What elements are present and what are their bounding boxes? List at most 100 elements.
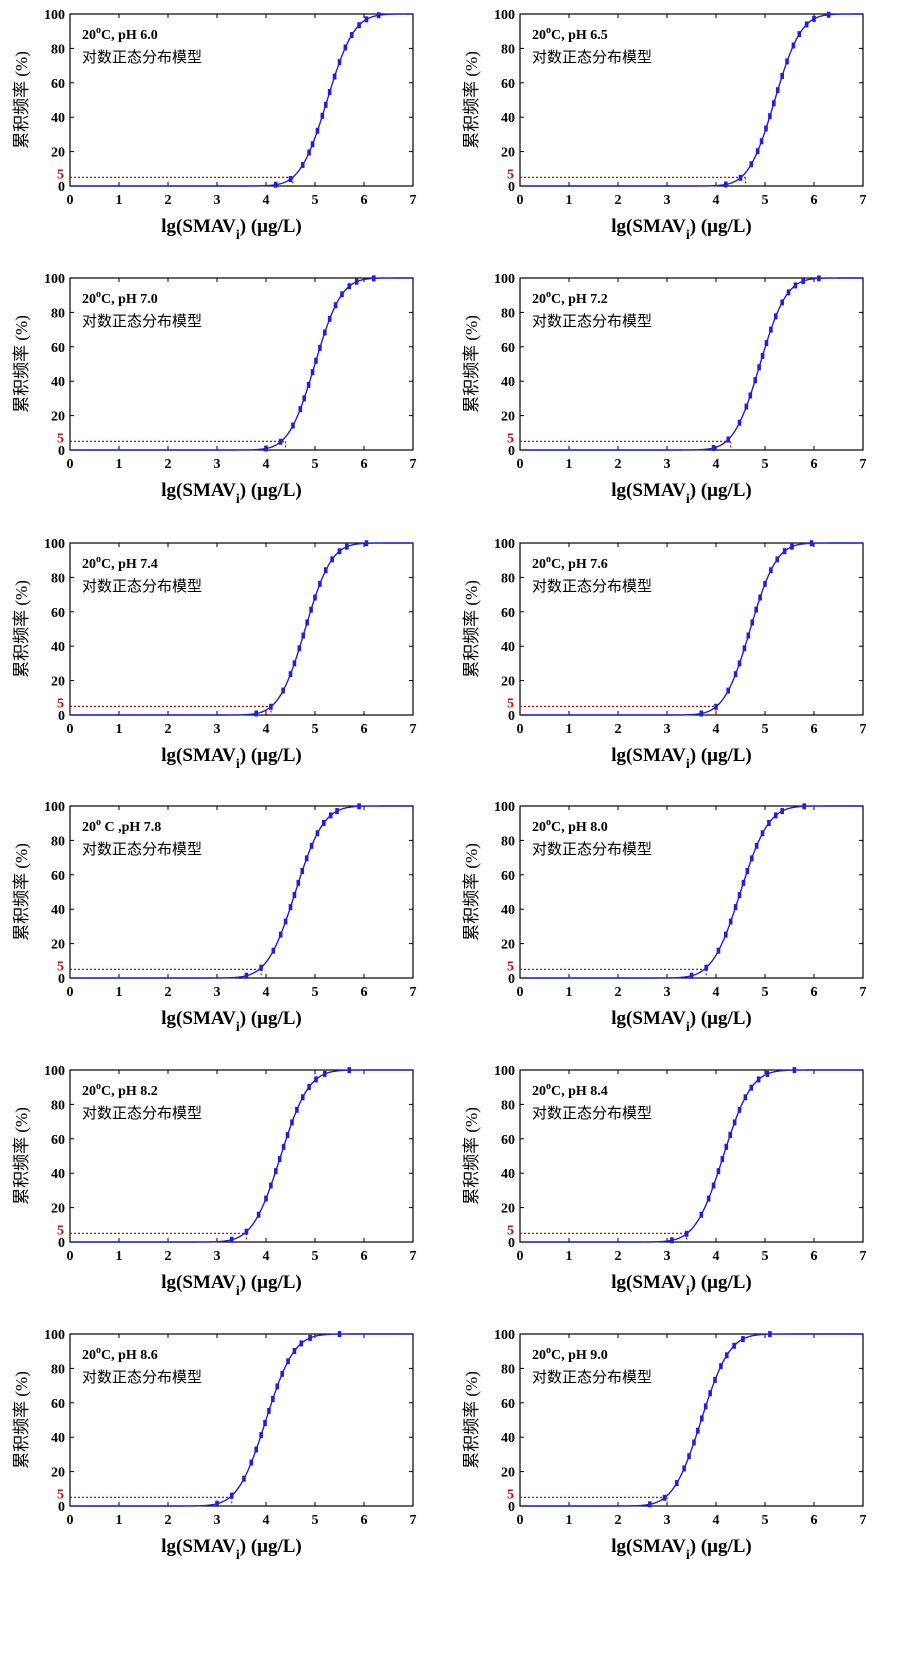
y-tick-label: 100 [494, 1064, 515, 1079]
data-point [760, 830, 765, 837]
data-point [791, 42, 796, 49]
y-tick-label: 0 [508, 180, 515, 195]
data-point [759, 138, 764, 145]
hc5-label: 5 [507, 1487, 514, 1502]
hc5-label: 5 [57, 167, 64, 182]
data-point [280, 1370, 284, 1377]
data-point [775, 87, 780, 94]
data-point [763, 580, 767, 587]
annotation-model: 对数正态分布模型 [82, 841, 202, 858]
x-tick-label: 0 [67, 457, 74, 472]
data-point [278, 931, 283, 938]
x-tick-label: 3 [214, 985, 221, 1000]
data-point [699, 1211, 704, 1218]
data-point [746, 632, 751, 639]
data-point [264, 1195, 268, 1202]
x-tick-label: 1 [566, 722, 573, 737]
plot-frame [69, 1069, 414, 1243]
y-tick-label: 40 [501, 1431, 515, 1446]
chart-panel: 0 1 2 3 4 5 6 7 0 20 40 60 80 100 5 20oC, pH 6.5 对数正态分布模… [462, 8, 867, 243]
data-point [295, 1106, 299, 1113]
y-tick-label: 100 [494, 800, 515, 815]
data-point [744, 403, 749, 410]
data-point [300, 1094, 305, 1101]
data-point [229, 1236, 234, 1243]
data-point [753, 377, 757, 384]
data-point [264, 445, 268, 452]
hc5-label: 5 [507, 959, 514, 974]
x-tick-label: 4 [263, 457, 270, 472]
chart-panel: 0 1 2 3 4 5 6 7 0 20 40 60 80 100 5 20oC, pH 8.4 对数正态分布模… [462, 1064, 867, 1299]
x-tick-label: 6 [361, 985, 368, 1000]
data-point [357, 803, 361, 810]
x-tick-label: 0 [67, 193, 74, 208]
data-point [687, 1453, 691, 1460]
y-tick-label: 0 [508, 1236, 515, 1251]
data-point [259, 1432, 263, 1439]
x-tick-label: 1 [116, 722, 123, 737]
data-point [703, 1403, 708, 1410]
data-point [292, 1347, 297, 1354]
x-tick-label: 3 [214, 722, 221, 737]
data-point [768, 113, 772, 120]
data-point [263, 1420, 267, 1427]
y-tick-label: 20 [51, 146, 65, 161]
y-tick-label: 80 [501, 42, 515, 57]
y-tick-label: 80 [51, 834, 65, 849]
data-point [775, 556, 780, 563]
x-axis-label: lg(SMAVi) (μg/L) [161, 745, 301, 772]
x-tick-label: 0 [67, 985, 74, 1000]
y-tick-label: 60 [501, 1133, 515, 1148]
x-tick-label: 4 [263, 1513, 270, 1528]
data-point [767, 819, 771, 826]
annotation-model: 对数正态分布模型 [82, 578, 202, 595]
x-tick-label: 3 [214, 1249, 221, 1264]
annotation-condition: 20oC, pH 8.4 [532, 1081, 608, 1099]
y-tick-label: 80 [501, 306, 515, 321]
x-tick-label: 4 [263, 1249, 270, 1264]
y-tick-label: 100 [44, 537, 65, 552]
data-point [756, 1076, 761, 1083]
data-point [309, 842, 314, 849]
fitted-curve [70, 1069, 413, 1243]
y-tick-label: 0 [58, 444, 65, 459]
annotation-condition: 20oC, pH 7.6 [532, 554, 608, 572]
fitted-curve [520, 277, 863, 451]
annotation-model: 对数正态分布模型 [532, 49, 652, 66]
y-tick-label: 80 [51, 42, 65, 57]
data-point [692, 1439, 696, 1446]
data-point [288, 904, 293, 911]
y-tick-label: 80 [501, 571, 515, 586]
data-point [249, 1459, 254, 1466]
data-point [720, 1156, 725, 1163]
x-tick-label: 7 [410, 457, 417, 472]
data-point [682, 1465, 686, 1472]
fitted-curve [520, 1333, 863, 1507]
y-axis-label: 累积频率 (%) [12, 1107, 31, 1205]
y-tick-label: 80 [51, 571, 65, 586]
data-point [724, 181, 728, 188]
data-point [802, 803, 806, 810]
y-tick-label: 0 [58, 972, 65, 987]
y-tick-label: 40 [51, 640, 65, 655]
x-tick-label: 2 [615, 1513, 622, 1528]
data-point [244, 972, 249, 979]
data-point [256, 1211, 261, 1218]
data-point [743, 1094, 748, 1101]
y-tick-label: 100 [44, 272, 65, 287]
data-point [323, 329, 327, 336]
x-tick-label: 7 [860, 985, 867, 1000]
x-tick-label: 0 [517, 985, 524, 1000]
y-tick-label: 40 [51, 1167, 65, 1182]
y-tick-label: 100 [44, 800, 65, 815]
y-tick-label: 60 [501, 606, 515, 621]
x-tick-label: 1 [566, 193, 573, 208]
data-point [754, 842, 759, 849]
fitted-curve [520, 542, 863, 716]
y-tick-label: 60 [51, 1133, 65, 1148]
data-point [313, 594, 317, 601]
x-tick-label: 1 [116, 457, 123, 472]
data-point [297, 645, 302, 652]
y-axis-label: 累积频率 (%) [12, 1371, 31, 1469]
data-point [320, 112, 325, 119]
